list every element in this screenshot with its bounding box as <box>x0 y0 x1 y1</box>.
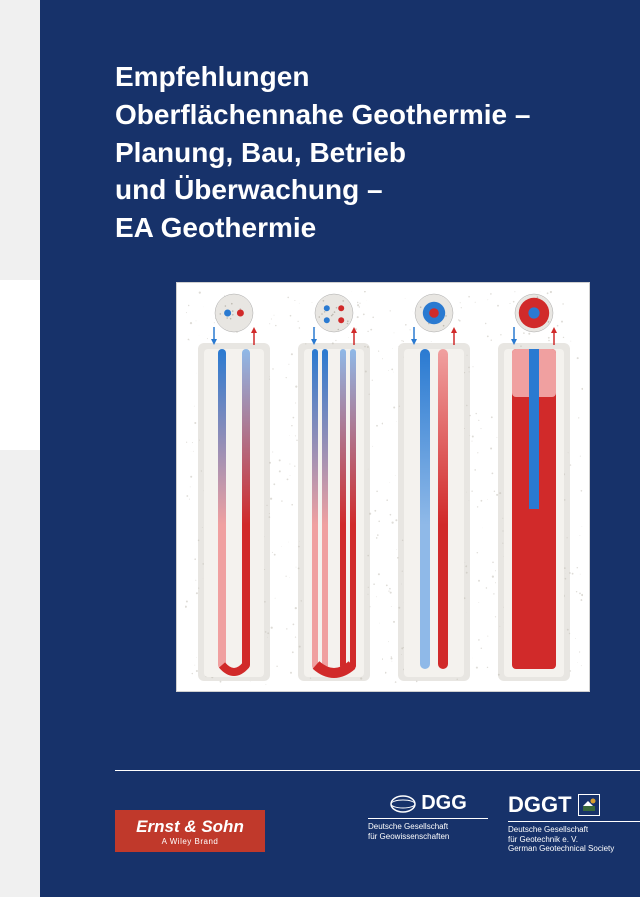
spine-white-block <box>0 280 40 450</box>
ernst-sub: A Wiley Brand <box>162 837 219 846</box>
dggt-abbr: DGGT <box>508 792 572 818</box>
footer-divider <box>115 770 640 771</box>
probe-coaxial-thick <box>485 291 583 685</box>
dgg-full: Deutsche Gesellschaft für Geowissenschaf… <box>368 818 488 841</box>
book-cover: Empfehlungen Oberflächennahe Geothermie … <box>40 0 640 897</box>
dggt-icon <box>578 794 600 816</box>
probe-coaxial-simple <box>385 291 483 685</box>
ernst-brand: Ernst & Sohn <box>136 817 244 837</box>
cover-title: Empfehlungen Oberflächennahe Geothermie … <box>115 58 530 247</box>
ernst-sohn-logo: Ernst & Sohn A Wiley Brand <box>115 810 265 852</box>
dggt-logo: DGGT Deutsche Gesellschaft für Geotechni… <box>508 792 640 854</box>
dgg-logo: DGG Deutsche Gesellschaft für Geowissens… <box>368 792 488 841</box>
dgg-abbr: DGG <box>368 792 488 815</box>
geothermal-diagram <box>176 282 590 692</box>
dggt-full: Deutsche Gesellschaft für Geotechnik e. … <box>508 821 640 854</box>
probe-single-u <box>185 291 283 685</box>
probe-double-u <box>285 291 383 685</box>
